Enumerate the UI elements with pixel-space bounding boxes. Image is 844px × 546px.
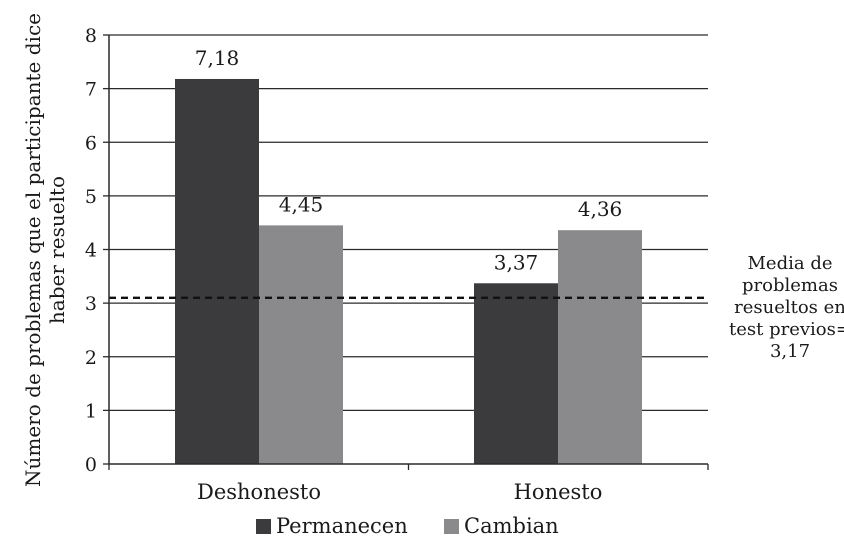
legend-swatch-permanecen [256,519,271,534]
y-tick-label: 3 [85,293,97,315]
y-tick-label: 7 [85,79,97,101]
y-tick-label: 8 [85,25,97,47]
bar-permanecen-honesto [474,283,558,464]
bar-cambian-deshonesto [259,225,343,464]
bars [175,78,642,464]
bar-permanecen-deshonesto [175,78,259,464]
legend-label-cambian: Cambian [464,514,559,538]
x-category-label: Honesto [514,480,603,504]
data-label: 4,36 [578,197,623,221]
y-axis-title-line: haber resuelto [45,176,69,324]
reference-note-line: Media de [748,253,833,274]
y-tick-label: 4 [85,240,97,262]
bar-cambian-honesto [558,230,642,464]
legend: Permanecen Cambian [256,514,559,538]
y-tick-label: 6 [85,132,97,154]
x-category-label: Deshonesto [197,480,321,504]
legend-label-permanecen: Permanecen [276,514,408,538]
y-tick-label: 2 [85,347,97,369]
labels: 7,18 3,37 4,45 4,36 Deshonesto Honesto Número … [21,13,622,504]
y-tick-label: 0 [85,454,97,476]
reference-note-line: 3,17 [770,341,810,362]
reference-note-line: resueltos en [734,297,844,318]
reference-note-line: problemas [742,275,838,296]
data-label: 3,37 [494,250,539,274]
y-tick-label: 5 [85,186,97,208]
data-label: 7,18 [195,46,240,70]
y-axis-title-line: Número de problemas que el participante … [21,13,45,487]
y-axis-title: Número de problemas que el participante … [21,13,69,487]
axes: 0 1 2 3 4 5 6 7 8 [85,25,709,476]
y-tick-label: 1 [85,400,97,422]
legend-swatch-cambian [444,519,459,534]
data-label: 4,45 [279,192,324,216]
reference-note-line: test previos= [729,319,844,340]
